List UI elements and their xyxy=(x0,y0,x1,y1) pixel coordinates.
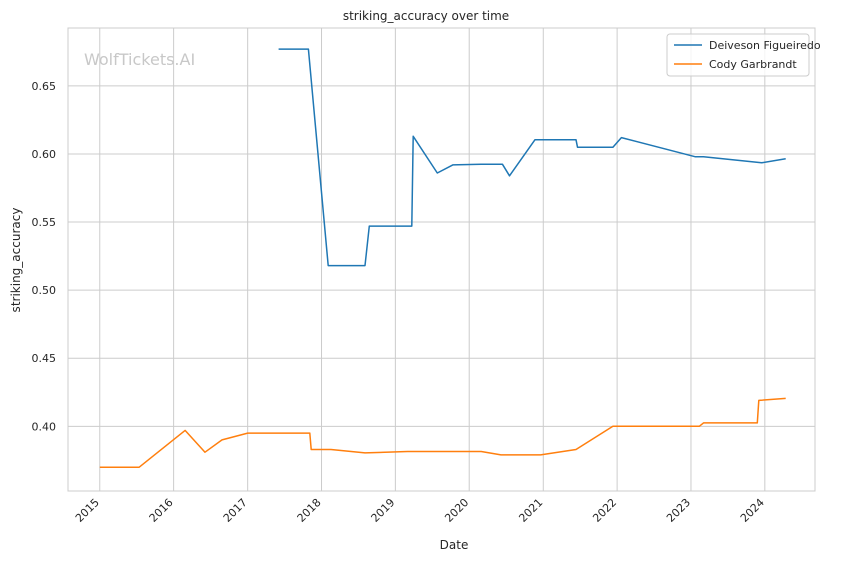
legend-box xyxy=(666,33,810,77)
plot-border xyxy=(67,27,816,492)
y-tick-label: 0.50 xyxy=(32,284,57,297)
plot-area xyxy=(68,28,815,491)
watermark: WolfTickets.AI xyxy=(84,50,195,69)
chart-title: striking_accuracy over time xyxy=(343,9,509,23)
y-tick-label: 0.45 xyxy=(32,352,57,365)
series-line-cody-garbrandt xyxy=(99,397,786,468)
y-tick-label: 0.40 xyxy=(32,420,57,433)
x-axis-ticks: 2015 2016 2017 2018 2019 2020 2021 2022 2023 2024 xyxy=(73,496,767,525)
series-lines xyxy=(99,48,786,468)
y-tick-label: 0.60 xyxy=(32,148,57,161)
y-tick-label: 0.65 xyxy=(32,80,57,93)
x-axis-label: Date xyxy=(440,538,469,552)
y-tick-label: 0.55 xyxy=(32,216,57,229)
series-line-deiveson-figueiredo xyxy=(278,48,786,267)
legend-label-cody-garbrandt: Cody Garbrandt xyxy=(709,58,797,71)
y-axis-ticks: 0.40 0.45 0.50 0.55 0.60 0.65 xyxy=(32,80,57,433)
legend: Deiveson Figueiredo Cody Garbrandt xyxy=(666,33,821,77)
y-axis-label: striking_accuracy xyxy=(9,208,23,313)
legend-label-deiveson-figueiredo: Deiveson Figueiredo xyxy=(709,39,821,52)
